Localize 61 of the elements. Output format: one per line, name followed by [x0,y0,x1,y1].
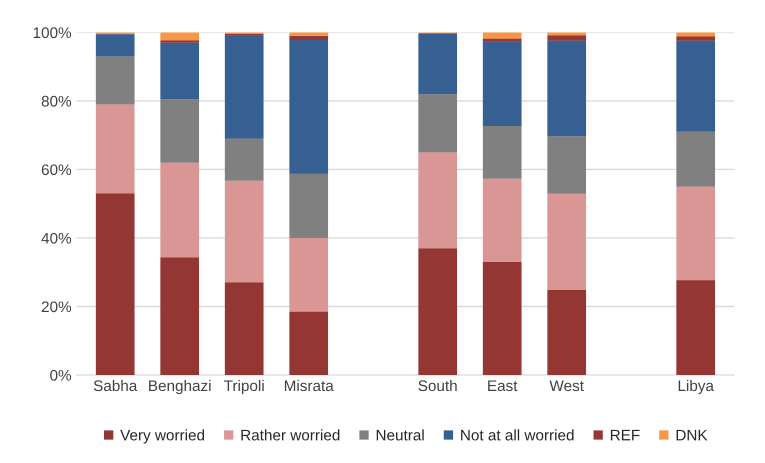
legend-label: Neutral [376,429,424,440]
bar [418,33,458,94]
y-tick-label: 20% [42,301,72,312]
bar [418,94,458,152]
bar [160,258,200,376]
bar [289,312,328,376]
bar [547,136,586,194]
y-tick-label: 0% [50,370,72,381]
legend-label: Rather worried [241,429,340,440]
y-tick-label: 60% [42,164,72,176]
x-tick-label: South [418,380,457,392]
bar [676,132,716,187]
bar [547,35,586,41]
bar [418,248,458,376]
bar [160,32,200,40]
bar [547,290,586,376]
y-tick-label: 100% [34,27,72,38]
x-tick-label: Tripoli [224,380,264,394]
bar [482,38,522,42]
bar [676,40,716,132]
bar [289,40,328,174]
bar [224,282,264,376]
legend-label: REF [610,430,640,440]
bar [224,180,264,283]
x-tick-label: Libya [678,380,714,394]
bar [482,32,522,39]
x-tick-label: Misrata [284,380,334,392]
bar [96,56,135,104]
bar [96,34,135,56]
x-tick-label: Sabha [94,380,138,392]
legend-label: Not at all worried [461,429,574,440]
bar [676,280,716,376]
bar [289,174,328,238]
bar [482,42,522,126]
x-tick-label: West [550,380,584,392]
bar [547,40,586,136]
bar [289,32,328,36]
bar [96,104,135,194]
bar [224,138,264,181]
y-tick-label: 80% [42,96,72,107]
bar [482,178,522,262]
x-tick-label: Benghazi [149,380,211,394]
bar [547,193,586,290]
y-tick-label: 40% [41,232,72,244]
bar [482,126,522,179]
bar [224,36,264,139]
bar [676,186,716,280]
bar [160,42,200,100]
bar [547,32,586,36]
bar [160,99,200,163]
bar [418,152,458,248]
bar [482,262,522,376]
bar [96,193,135,376]
bar [676,36,716,41]
bar [289,238,328,312]
legend-label: Very worried [120,429,204,444]
bar [289,36,328,40]
bar [160,162,200,258]
x-tick-label: East [488,380,518,392]
bar [676,32,716,37]
legend-label: DNK [676,430,708,440]
